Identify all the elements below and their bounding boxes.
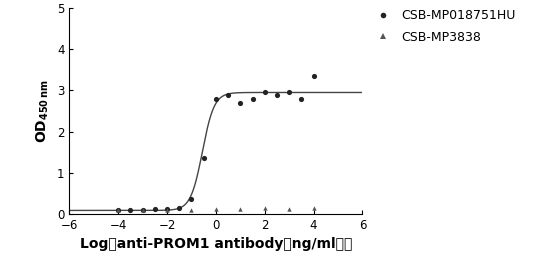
X-axis label: Log（anti-PROM1 antibody（ng/ml））: Log（anti-PROM1 antibody（ng/ml）） [79, 237, 352, 251]
Point [163, 207, 171, 212]
Point [139, 207, 147, 212]
Point [175, 206, 183, 211]
Point [163, 207, 171, 211]
Point [236, 101, 245, 105]
Point [187, 197, 196, 202]
Point [199, 156, 208, 161]
Point [248, 96, 257, 101]
Point [126, 207, 135, 212]
Point [309, 206, 318, 211]
Y-axis label: $\mathbf{OD}_{\mathbf{450\,nm}}$: $\mathbf{OD}_{\mathbf{450\,nm}}$ [35, 79, 51, 143]
Legend: CSB-MP018751HU, CSB-MP3838: CSB-MP018751HU, CSB-MP3838 [366, 4, 521, 49]
Point [309, 74, 318, 78]
Point [224, 92, 232, 97]
Point [297, 96, 305, 101]
Point [285, 207, 294, 211]
Point [114, 208, 123, 212]
Point [212, 207, 220, 212]
Point [261, 90, 269, 95]
Point [285, 90, 294, 95]
Point [236, 207, 245, 211]
Point [114, 208, 123, 213]
Point [187, 207, 196, 212]
Point [150, 207, 159, 212]
Point [139, 208, 147, 212]
Point [212, 96, 220, 101]
Point [261, 206, 269, 211]
Point [273, 92, 281, 97]
